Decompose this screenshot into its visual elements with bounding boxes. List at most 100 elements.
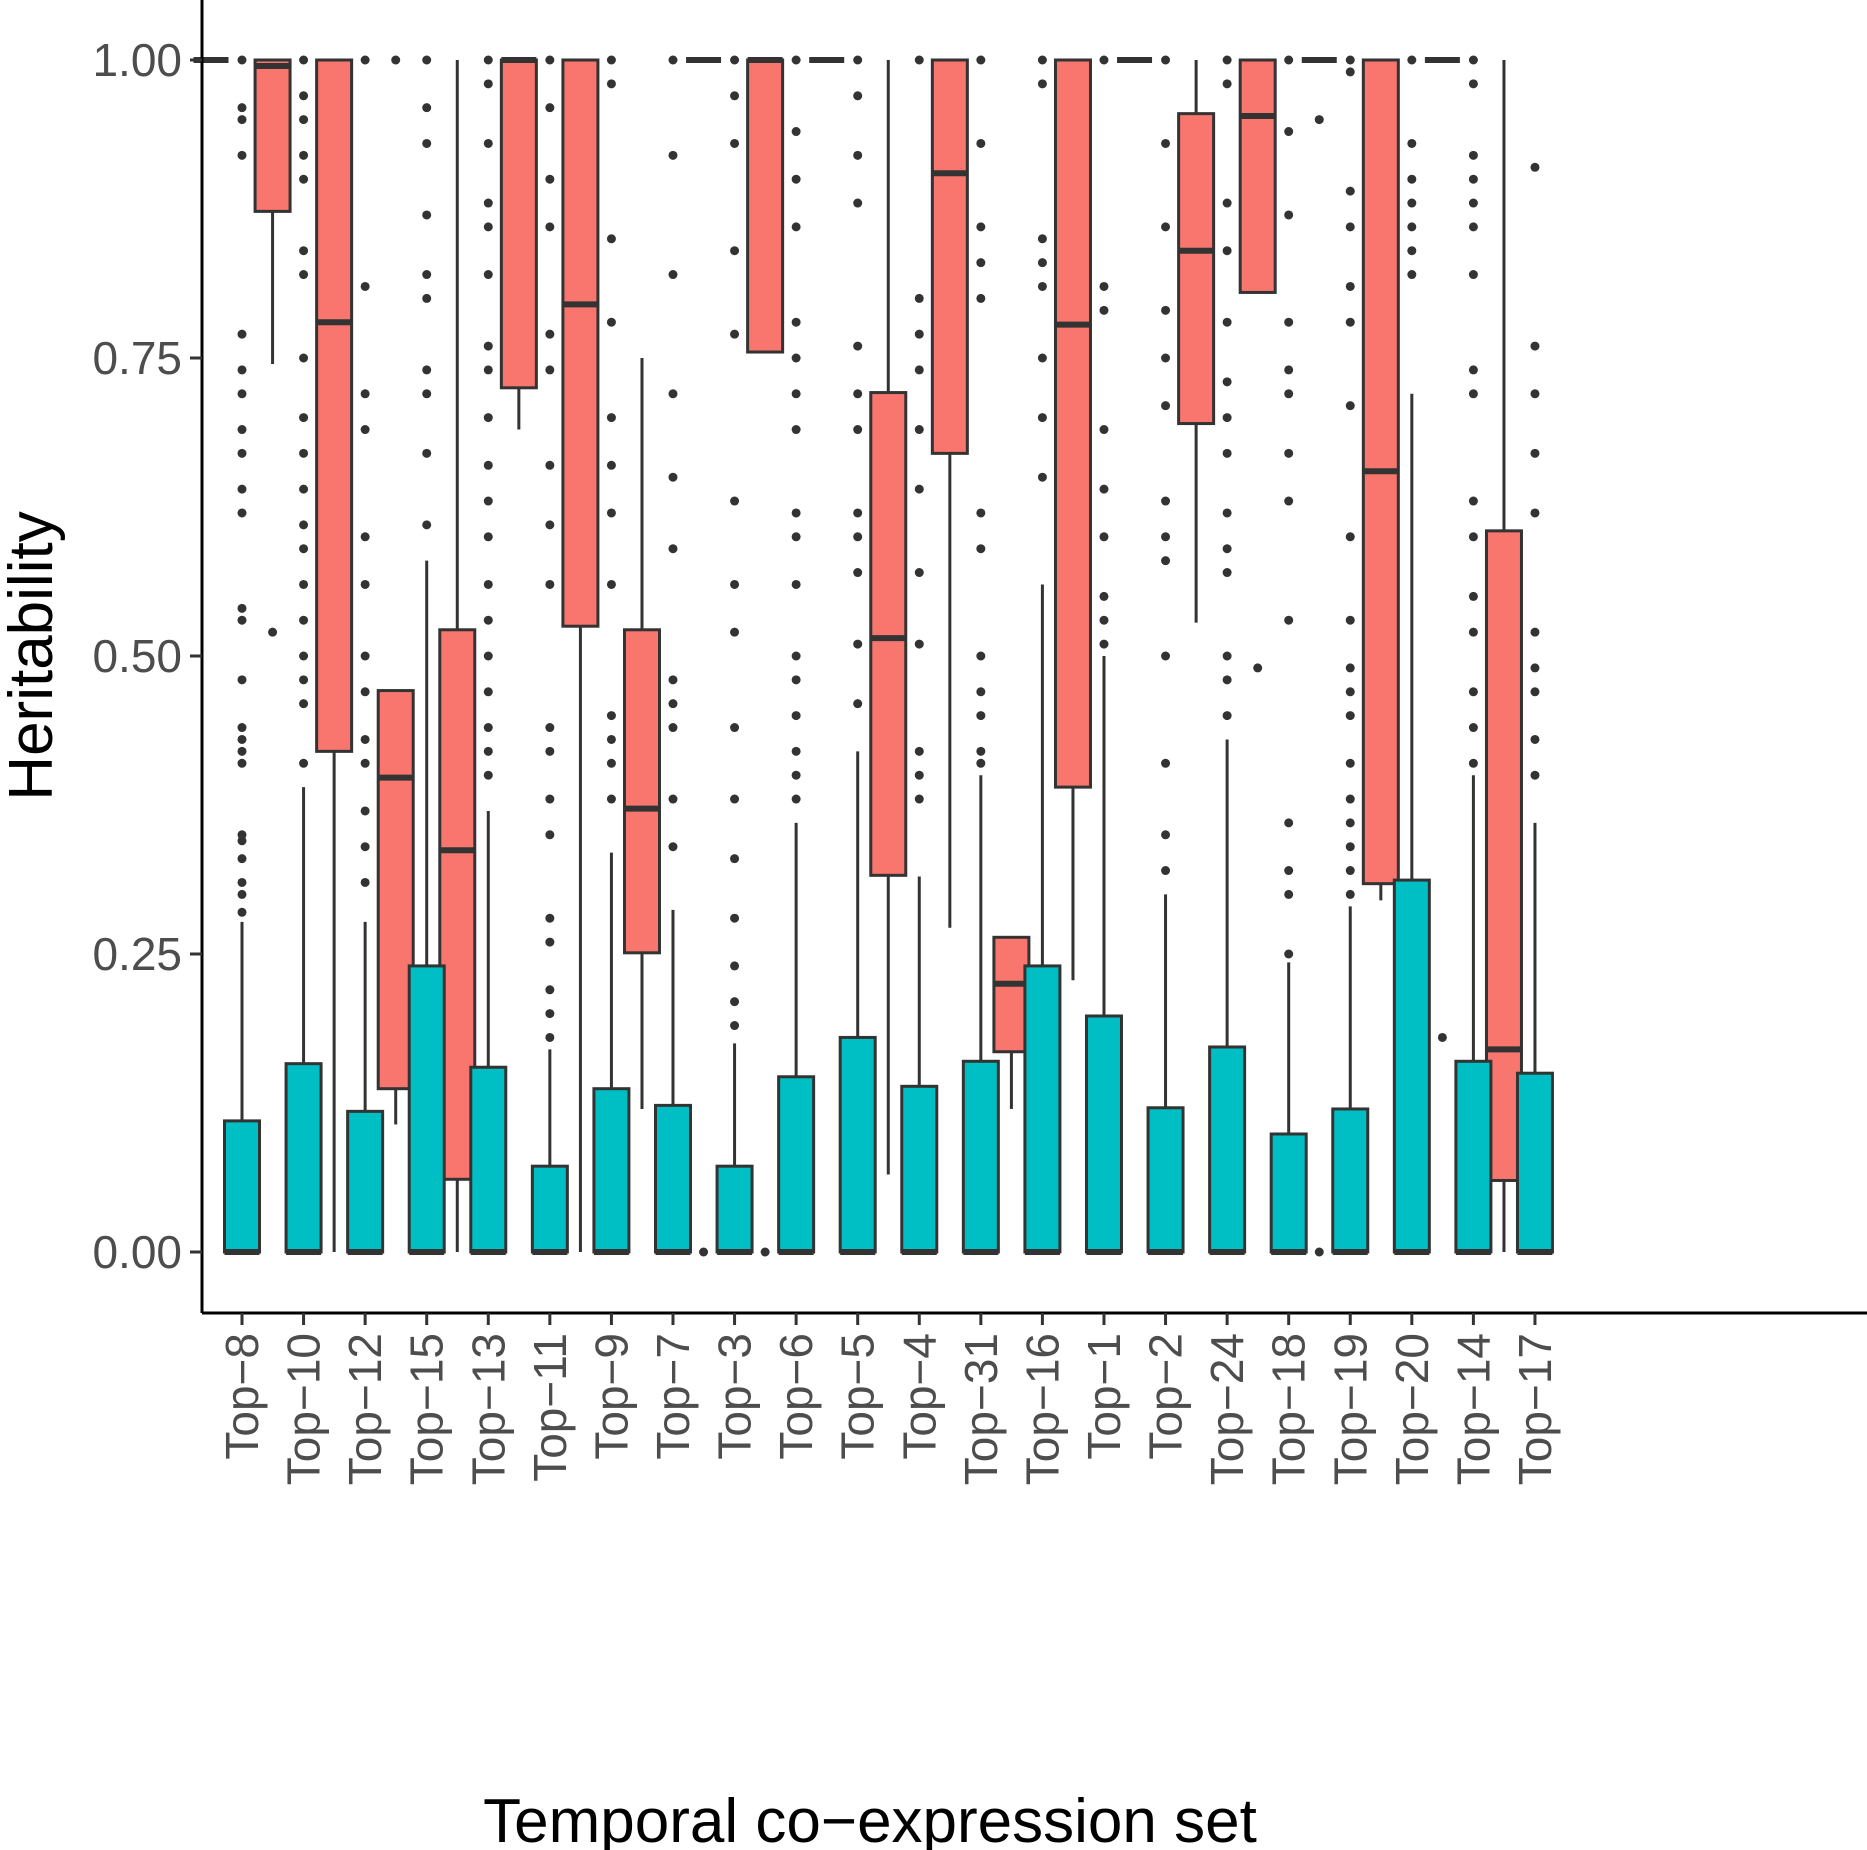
outlier-point xyxy=(1530,341,1540,351)
box-body xyxy=(992,935,1031,1054)
outlier-point xyxy=(1284,818,1294,828)
outlier-point xyxy=(1530,770,1540,780)
outlier-point xyxy=(1345,687,1355,697)
outlier-point xyxy=(1530,389,1540,399)
outlier-point xyxy=(237,603,247,613)
box-body xyxy=(284,1062,323,1254)
outlier-point xyxy=(299,91,309,101)
outlier-point xyxy=(1530,508,1540,518)
outlier-point xyxy=(668,675,678,685)
outlier-point xyxy=(791,425,801,435)
box-1-15 xyxy=(1146,55,1185,1255)
box-body xyxy=(930,58,969,455)
outlier-point xyxy=(1530,734,1540,744)
outlier-point xyxy=(791,317,801,327)
outlier-point xyxy=(1161,651,1171,661)
box-body xyxy=(407,964,446,1254)
outlier-point xyxy=(730,961,740,971)
outlier-point xyxy=(976,651,986,661)
box-1-19 xyxy=(1392,55,1431,1255)
box-0-18 xyxy=(1301,57,1337,1257)
x-tick-label: Top−7 xyxy=(647,1333,699,1460)
outlier-point xyxy=(299,448,309,458)
outlier-point xyxy=(237,830,247,840)
outlier-point xyxy=(545,579,555,589)
outlier-point xyxy=(914,425,924,435)
outlier-point xyxy=(237,448,247,458)
y-tick-label: 0.75 xyxy=(92,332,182,384)
outlier-point xyxy=(237,907,247,917)
box-1-20 xyxy=(1454,55,1493,1255)
outlier-point xyxy=(606,234,616,244)
outlier-point xyxy=(1345,281,1355,291)
outlier-point xyxy=(791,55,801,65)
outlier-point xyxy=(730,997,740,1007)
box-0-2 xyxy=(315,58,354,1252)
outlier-point xyxy=(1037,234,1047,244)
outlier-point xyxy=(1222,413,1232,423)
outlier-point xyxy=(483,413,493,423)
outlier-point xyxy=(853,568,863,578)
outlier-point xyxy=(791,770,801,780)
box-0-3 xyxy=(376,55,415,1125)
outlier-point xyxy=(545,794,555,804)
outlier-point xyxy=(1468,150,1478,160)
outlier-point xyxy=(1222,508,1232,518)
box-body xyxy=(1023,964,1062,1254)
box-body xyxy=(1269,1132,1308,1254)
x-tick-label: Top−2 xyxy=(1140,1333,1192,1460)
outlier-point xyxy=(1161,55,1171,65)
outlier-point xyxy=(299,758,309,768)
box-0-17 xyxy=(1238,58,1277,673)
outlier-point xyxy=(606,734,616,744)
outlier-point xyxy=(730,246,740,256)
outlier-point xyxy=(268,627,278,637)
outlier-point xyxy=(237,723,247,733)
outlier-point xyxy=(422,210,432,220)
outlier-point xyxy=(1345,663,1355,673)
box-1-10 xyxy=(838,55,877,1255)
outlier-point xyxy=(1468,496,1478,506)
box-0-7 xyxy=(622,358,661,1109)
outlier-point xyxy=(237,150,247,160)
outlier-point xyxy=(237,55,247,65)
outlier-point xyxy=(1161,305,1171,315)
outlier-point xyxy=(1161,830,1171,840)
outlier-point xyxy=(360,579,370,589)
outlier-point xyxy=(1407,174,1417,184)
outlier-point xyxy=(1468,174,1478,184)
outlier-point xyxy=(391,55,401,65)
outlier-point xyxy=(545,103,555,113)
outlier-point xyxy=(360,842,370,852)
outlier-point xyxy=(1468,389,1478,399)
box-body xyxy=(1454,1059,1493,1254)
outlier-point xyxy=(976,687,986,697)
outlier-point xyxy=(1284,389,1294,399)
outlier-point xyxy=(1222,651,1232,661)
outlier-point xyxy=(545,723,555,733)
outlier-point xyxy=(606,79,616,89)
outlier-point xyxy=(1037,79,1047,89)
outlier-point xyxy=(1345,401,1355,411)
outlier-point xyxy=(237,854,247,864)
outlier-point xyxy=(1345,55,1355,65)
x-tick-label: Top−5 xyxy=(832,1333,884,1460)
outlier-point xyxy=(360,532,370,542)
outlier-point xyxy=(853,341,863,351)
outlier-point xyxy=(237,103,247,113)
outlier-point xyxy=(1161,222,1171,232)
outlier-point xyxy=(668,699,678,709)
outlier-point xyxy=(1037,55,1047,65)
box-body xyxy=(561,58,600,628)
x-tick-label: Top−20 xyxy=(1386,1333,1438,1485)
outlier-point xyxy=(1222,198,1232,208)
box-1-17 xyxy=(1269,55,1308,1255)
box-1-13 xyxy=(1023,55,1062,1255)
y-axis-title: Heritability xyxy=(0,511,66,800)
outlier-point xyxy=(730,794,740,804)
series-1 xyxy=(223,55,1554,1255)
outlier-point xyxy=(1345,317,1355,327)
outlier-point xyxy=(545,365,555,375)
box-body xyxy=(622,628,661,955)
